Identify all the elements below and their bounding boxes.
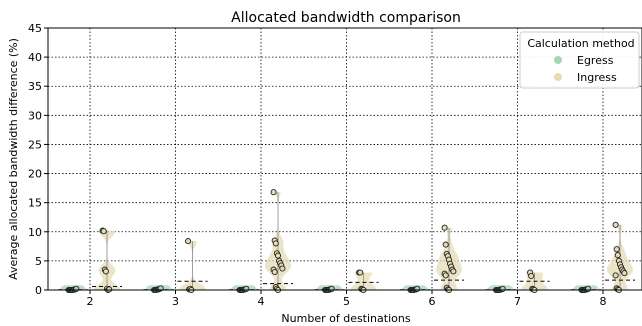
- data-point-ingress: [271, 268, 278, 276]
- x-tick-label: 3: [172, 295, 179, 308]
- y-tick-label: 30: [28, 109, 42, 122]
- legend-marker-egress: [554, 56, 562, 64]
- x-tick-label: 6: [429, 295, 436, 308]
- data-point-ingress: [185, 238, 192, 245]
- y-tick-label: 20: [28, 168, 42, 181]
- data-point-egress: [499, 285, 506, 292]
- data-point-ingress: [450, 268, 457, 275]
- legend-title: Calculation method: [527, 37, 634, 50]
- data-point-ingress: [442, 272, 449, 279]
- plot-frame: [47, 27, 642, 291]
- chart-title: Allocated bandwidth comparison: [231, 10, 461, 26]
- data-point-ingress: [441, 224, 448, 231]
- data-point-ingress: [612, 221, 619, 228]
- legend-marker-ingress: [554, 73, 562, 81]
- y-tick-label: 5: [35, 255, 42, 268]
- legend: Calculation method Egress Ingress: [519, 31, 640, 89]
- data-point-ingress: [279, 265, 286, 272]
- data-point-egress: [328, 285, 335, 292]
- data-point-ingress: [613, 246, 620, 253]
- data-point-egress: [73, 285, 80, 292]
- y-tick-label: 0: [35, 284, 42, 297]
- data-point-ingress: [621, 270, 628, 277]
- legend-label-egress: Egress: [577, 54, 614, 67]
- data-point-ingress: [102, 268, 109, 275]
- legend-label-ingress: Ingress: [577, 71, 617, 84]
- data-point-ingress: [274, 252, 282, 259]
- y-tick-label: 10: [28, 226, 42, 239]
- y-tick-label: 15: [28, 197, 42, 210]
- x-axis-label: Number of destinations: [281, 312, 410, 325]
- data-point-ingress: [528, 272, 535, 280]
- data-point-ingress: [357, 269, 364, 276]
- y-tick-label: 40: [28, 51, 42, 64]
- data-point-ingress: [442, 241, 449, 248]
- data-point-ingress: [100, 228, 107, 235]
- data-point-ingress: [272, 240, 279, 247]
- legend-box: [519, 31, 640, 89]
- y-tick-label: 35: [28, 80, 42, 93]
- y-axis-label: Average allocated bandwidth difference (…: [7, 38, 20, 280]
- data-point-ingress: [106, 286, 113, 293]
- data-point-egress: [585, 285, 592, 292]
- x-tick-label: 2: [87, 295, 94, 308]
- x-axis-ticks: 2 3 4 5 6 7 8: [87, 290, 607, 308]
- y-tick-label: 25: [28, 138, 42, 151]
- x-tick-label: 4: [258, 295, 265, 308]
- y-tick-label: 45: [28, 22, 42, 35]
- x-tick-label: 8: [600, 295, 607, 308]
- data-point-egress: [414, 285, 421, 292]
- data-point-ingress: [614, 252, 621, 259]
- data-point-ingress: [270, 189, 277, 196]
- y-axis-ticks: 0 5 10 15 20 25 30 35 40 45: [28, 22, 48, 297]
- data-point-egress: [243, 285, 250, 292]
- x-tick-label: 5: [343, 295, 350, 308]
- x-tick-label: 7: [514, 295, 521, 308]
- data-point-ingress: [612, 272, 619, 279]
